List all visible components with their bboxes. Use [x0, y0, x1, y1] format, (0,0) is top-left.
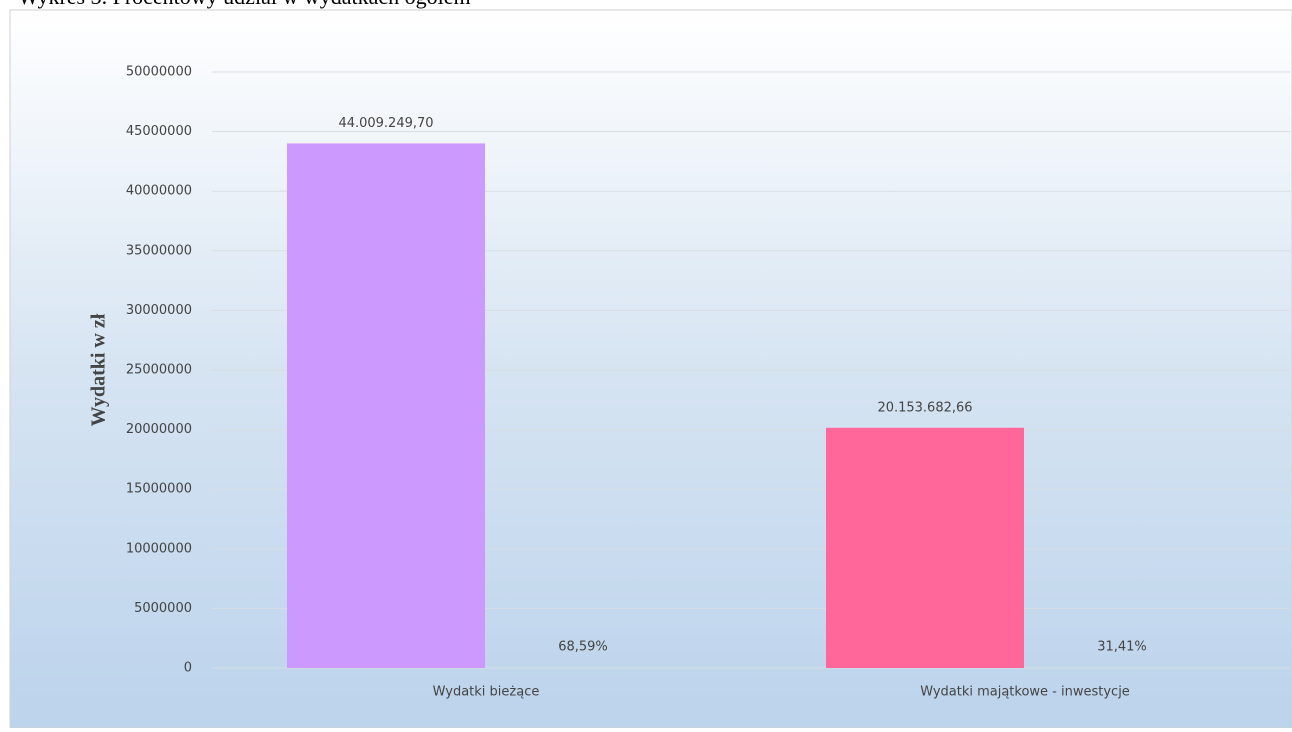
chart-area [9, 9, 1292, 729]
y-tick-label: 20000000 [126, 422, 192, 437]
y-tick-label: 25000000 [126, 363, 192, 378]
x-tick-label: Wydatki bieżące [433, 685, 540, 700]
y-tick-label: 15000000 [126, 482, 192, 497]
value-label: 44.009.249,70 [338, 116, 433, 131]
value-label: 20.153.682,66 [877, 400, 972, 415]
y-tick-label: 5000000 [134, 601, 192, 616]
chart-title: Wykres 3. Procentowy udział w wydatkach … [18, 0, 471, 9]
y-tick-label: 50000000 [126, 65, 192, 80]
y-tick-label: 35000000 [126, 243, 192, 258]
percent-label: 31,41% [1097, 640, 1147, 655]
percent-label: 68,59% [558, 640, 608, 655]
y-axis-label: Wydatki w zł [88, 313, 110, 426]
y-tick-label: 0 [184, 661, 192, 676]
y-tick-label: 45000000 [126, 124, 192, 139]
bar [287, 143, 485, 669]
y-tick-label: 40000000 [126, 184, 192, 199]
y-tick-label: 10000000 [126, 541, 192, 556]
y-tick-label: 30000000 [126, 303, 192, 318]
x-tick-label: Wydatki majątkowe - inwestycje [920, 685, 1130, 700]
bar [826, 427, 1024, 668]
